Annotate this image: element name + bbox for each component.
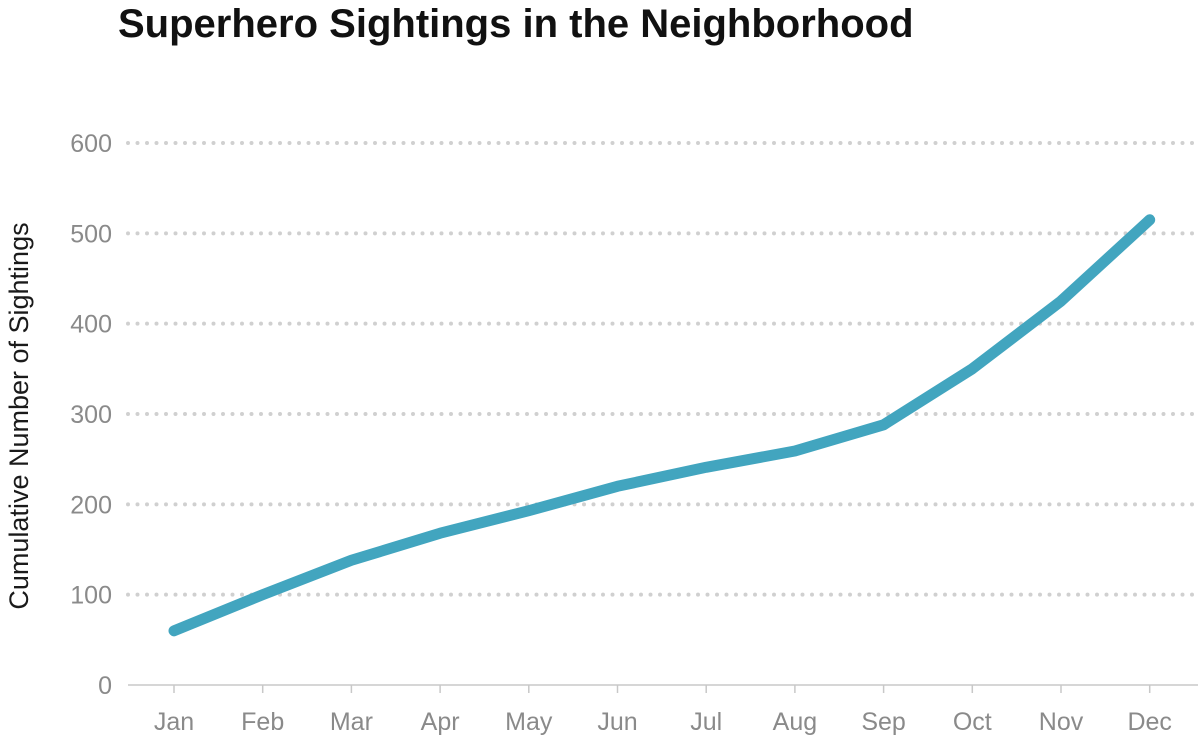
x-tick-label: Jan [154, 708, 194, 736]
y-tick-label: 500 [70, 220, 112, 248]
x-tick-label: Jul [690, 708, 722, 736]
x-tick-label: Oct [953, 708, 992, 736]
y-tick-label: 0 [98, 672, 112, 700]
x-tick-label: Jun [597, 708, 637, 736]
x-tick-label: Mar [330, 708, 373, 736]
x-tick-label: Apr [421, 708, 460, 736]
y-tick-label: 600 [70, 130, 112, 158]
series-line [168, 214, 1156, 637]
x-tick-label: Aug [773, 708, 817, 736]
y-tick-label: 300 [70, 401, 112, 429]
x-tick-label: Dec [1127, 708, 1171, 736]
x-tick-label: Sep [861, 708, 905, 736]
x-tick-label: Feb [241, 708, 284, 736]
chart-title: Superhero Sightings in the Neighborhood [118, 2, 914, 46]
series [168, 214, 1156, 637]
y-axis-ticks: 0 100 200 300 400 500 600 [70, 130, 112, 700]
y-tick-label: 200 [70, 491, 112, 519]
y-tick-label: 100 [70, 582, 112, 610]
x-axis-ticks: Jan Feb Mar Apr May Jun Jul Aug Sep Oct Nov Dec [154, 685, 1172, 736]
y-tick-label: 400 [70, 311, 112, 339]
gridlines [126, 141, 1200, 597]
y-axis-title: Cumulative Number of Sightings [4, 222, 34, 609]
x-tick-label: May [505, 708, 553, 736]
x-tick-label: Nov [1039, 708, 1084, 736]
